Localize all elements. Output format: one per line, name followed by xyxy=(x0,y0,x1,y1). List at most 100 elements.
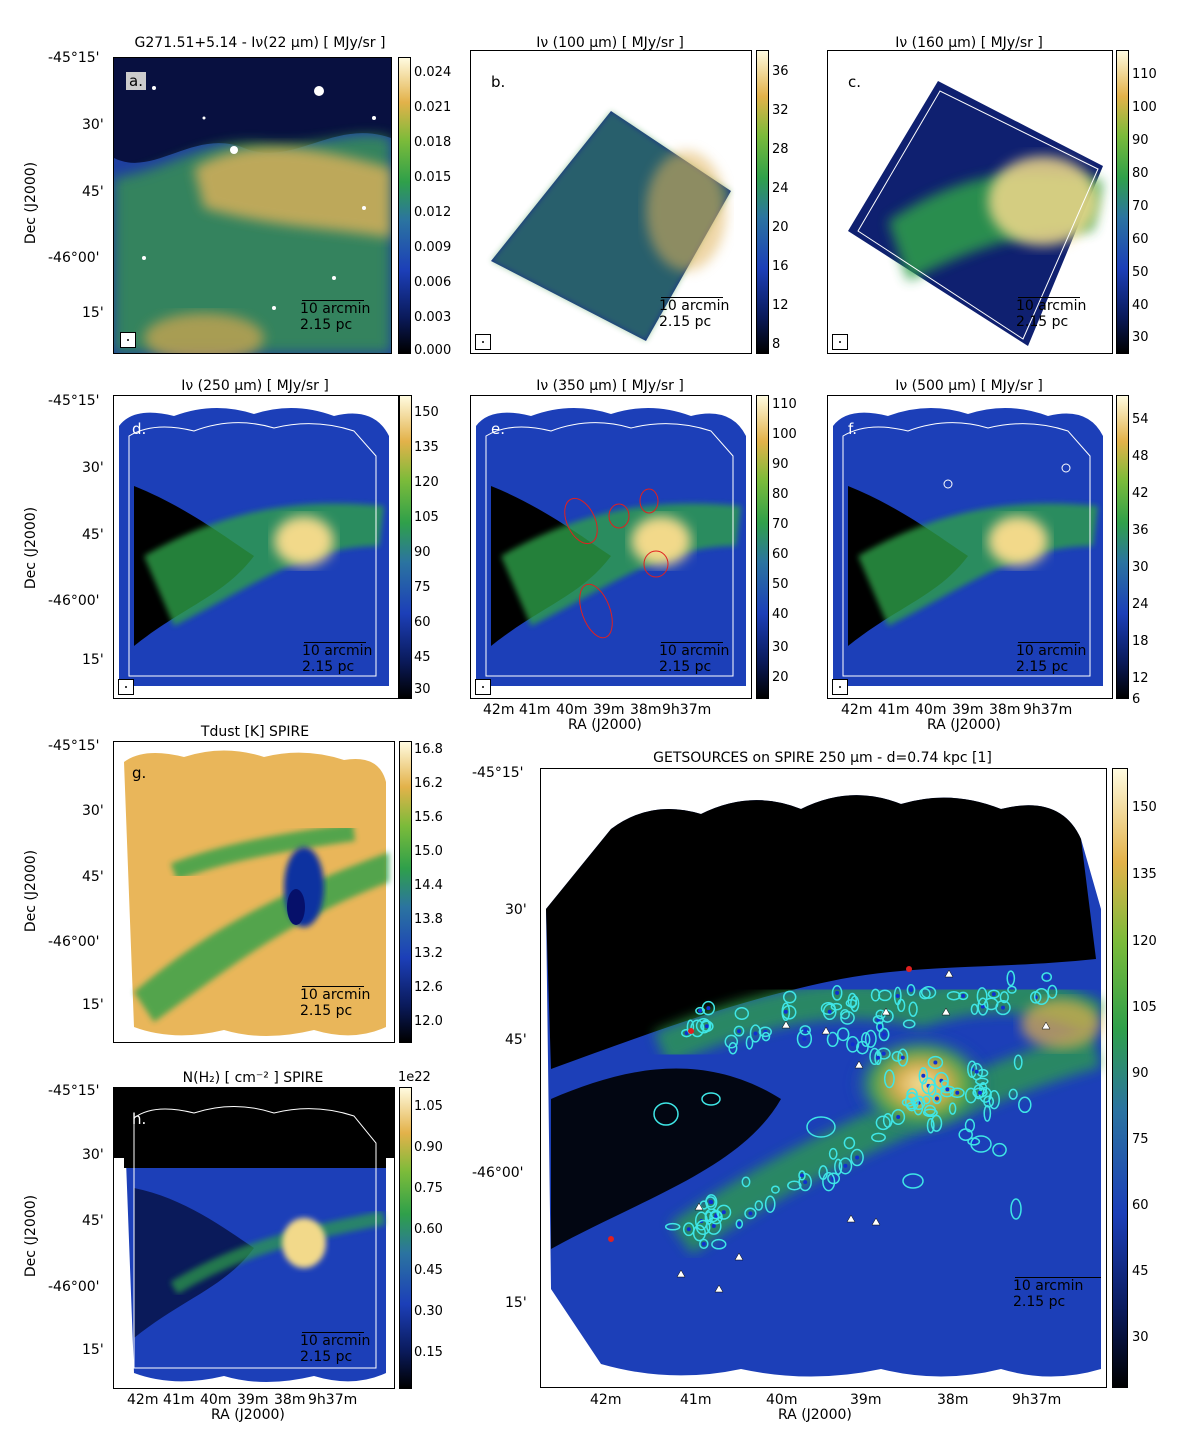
source-ellipse xyxy=(734,1006,750,1021)
beam-marker xyxy=(118,679,134,695)
cbar-tick: 54 xyxy=(1132,412,1149,427)
source-center xyxy=(721,1210,726,1215)
source-ellipse xyxy=(806,1116,836,1138)
colorbar xyxy=(1116,50,1129,354)
source-ellipse xyxy=(988,1090,1000,1110)
cbar-tick: 30 xyxy=(414,682,431,697)
source-ellipse xyxy=(948,1102,957,1115)
source-ellipse xyxy=(976,987,988,1006)
source-ellipse xyxy=(695,1006,706,1015)
source-center xyxy=(997,1147,1002,1152)
map-image: d. 10 arcmin 2.15 pc xyxy=(113,395,399,699)
cbar-tick: 45 xyxy=(1132,1264,1149,1279)
cbar-tick: 0.024 xyxy=(414,65,452,80)
dec-tick: 15' xyxy=(505,1295,527,1311)
ra-tick: 41m xyxy=(163,1392,195,1408)
source-ellipse xyxy=(864,1029,877,1048)
scale-bar: 10 arcmin 2.15 pc xyxy=(302,642,373,675)
source-center xyxy=(783,1009,788,1014)
cbar-tick: 100 xyxy=(772,427,797,442)
cbar-tick: 90 xyxy=(414,545,431,560)
dec-tick: 30' xyxy=(505,902,527,918)
beam-marker xyxy=(832,679,848,695)
source-ellipse xyxy=(970,1135,992,1153)
source-ellipse xyxy=(830,1002,843,1011)
source-center xyxy=(877,1024,882,1029)
ra-tick: 42m xyxy=(127,1392,159,1408)
source-ellipse xyxy=(946,990,961,1001)
source-ellipse xyxy=(883,1069,895,1089)
scale-bar: 10 arcmin 2.15 pc xyxy=(300,300,371,333)
cbar-tick: 60 xyxy=(1132,1198,1149,1213)
source-center xyxy=(882,1032,886,1037)
source-ellipse xyxy=(983,1104,992,1122)
source-ellipse xyxy=(972,1087,988,1098)
dec-tick: 15' xyxy=(82,997,104,1013)
cbar-tick: 6 xyxy=(1132,692,1141,707)
cbar-tick: 70 xyxy=(1132,199,1149,214)
colorbar xyxy=(756,50,769,354)
ra-axis-label: RA (J2000) xyxy=(778,1407,852,1423)
cbar-tick: 15.0 xyxy=(414,844,443,859)
panel-letter: c. xyxy=(848,73,862,91)
scale-bar: 10 arcmin 2.15 pc xyxy=(1016,297,1087,330)
cbar-tick: 0.000 xyxy=(414,343,452,358)
cbar-tick: 12 xyxy=(772,298,789,313)
source-center xyxy=(955,1090,960,1095)
source-ellipse xyxy=(1033,987,1050,1006)
source-ellipse xyxy=(927,1083,937,1098)
source-ellipse xyxy=(822,1003,837,1021)
source-ellipse xyxy=(999,991,1009,1004)
source-ellipse xyxy=(653,1102,679,1126)
protostar-marker xyxy=(734,1252,744,1261)
dec-tick: 15' xyxy=(82,305,104,321)
source-ellipse xyxy=(711,1238,727,1250)
source-ellipse xyxy=(1018,1096,1032,1114)
cbar-tick: 80 xyxy=(772,487,789,502)
source-ellipse xyxy=(836,1027,850,1042)
beam-marker xyxy=(475,679,491,695)
cbar-tick: 28 xyxy=(772,142,789,157)
cbar-tick: 0.021 xyxy=(414,100,452,115)
source-ellipse xyxy=(975,1077,989,1086)
source-ellipse xyxy=(964,1118,976,1133)
source-ellipse xyxy=(701,1000,716,1016)
cbar-tick: 40 xyxy=(772,607,789,622)
dec-tick: -46°00' xyxy=(472,1165,524,1181)
dec-axis-label: Dec (J2000) xyxy=(23,849,40,933)
source-ellipse xyxy=(745,1035,754,1050)
source-center xyxy=(855,1155,860,1160)
ra-tick: 39m xyxy=(237,1392,269,1408)
source-ellipse xyxy=(918,1067,929,1085)
source-center xyxy=(748,1211,753,1216)
source-ellipse xyxy=(906,983,916,997)
source-ellipse xyxy=(875,1115,891,1131)
cbar-tick: 20 xyxy=(772,220,789,235)
source-ellipse xyxy=(701,1092,721,1106)
ra-tick: 40m xyxy=(766,1392,798,1408)
source-center xyxy=(900,1055,905,1060)
cbar-tick: 90 xyxy=(772,457,789,472)
source-ellipse xyxy=(827,1172,841,1185)
dec-tick: 30' xyxy=(82,1147,104,1163)
cbar-tick: 0.006 xyxy=(414,275,452,290)
cbar-tick: 0.30 xyxy=(414,1304,443,1319)
source-ellipse xyxy=(695,1018,712,1034)
source-ellipse xyxy=(901,1098,916,1107)
source-ellipse xyxy=(922,1095,931,1105)
source-ellipse xyxy=(847,992,858,1009)
cbar-tick: 100 xyxy=(1132,100,1157,115)
source-ellipse xyxy=(1047,984,1058,999)
source-ellipse xyxy=(741,1176,751,1188)
cbar-tick: 48 xyxy=(1132,449,1149,464)
source-center xyxy=(978,1090,982,1095)
source-ellipse xyxy=(891,1108,906,1126)
cbar-tick: 12.6 xyxy=(414,980,443,995)
source-ellipse xyxy=(908,1001,918,1017)
panel-title: N(H₂) [ cm⁻² ] SPIRE xyxy=(182,1070,324,1086)
cbar-tick: 8 xyxy=(772,337,781,352)
cbar-tick: 15.6 xyxy=(414,810,443,825)
panel-letter: i. xyxy=(583,824,592,842)
cbar-tick: 50 xyxy=(772,577,789,592)
source-ellipse xyxy=(840,1009,850,1020)
